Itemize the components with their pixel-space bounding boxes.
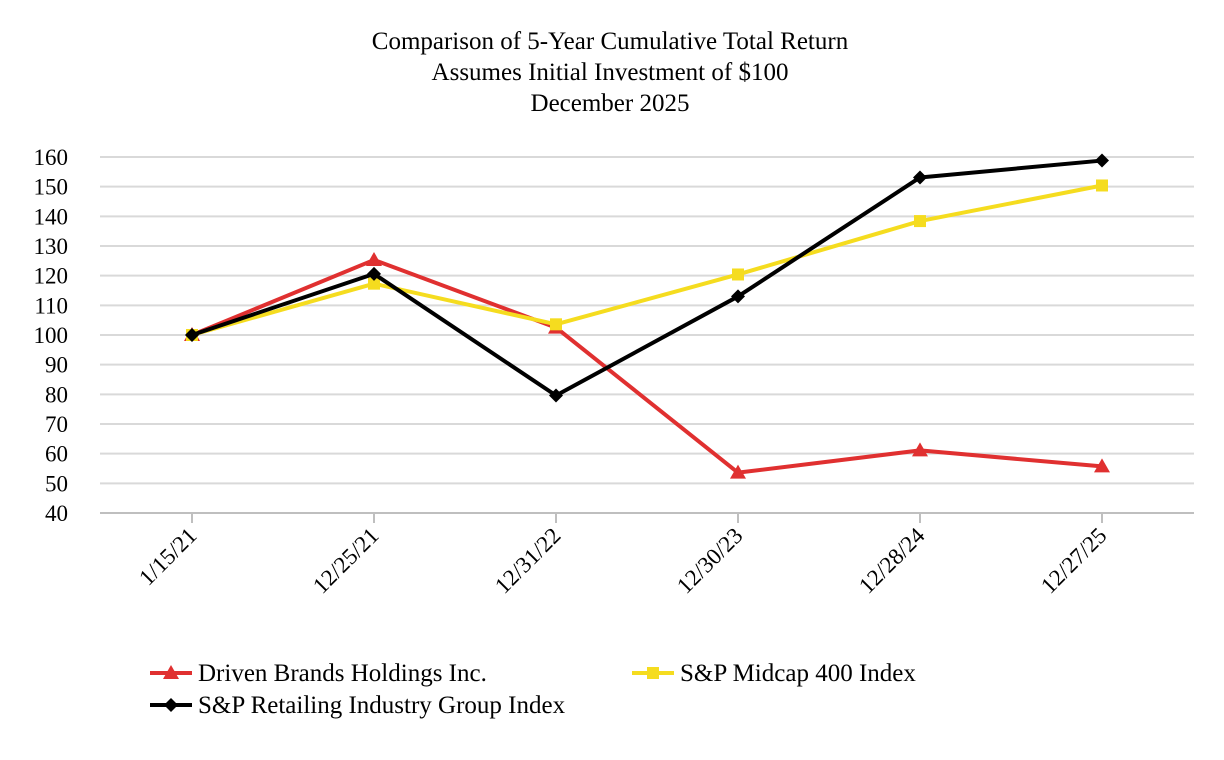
- y-tick-label: 130: [34, 234, 69, 259]
- y-tick-label: 120: [34, 264, 69, 289]
- legend: Driven Brands Holdings Inc. S&P Midcap 40…: [150, 660, 916, 719]
- legend-swatch-marker: [163, 665, 179, 679]
- y-tick-label: 40: [45, 501, 68, 526]
- y-tick-label: 140: [34, 204, 69, 229]
- data-point: [912, 442, 928, 457]
- data-point: [732, 268, 744, 281]
- data-point: [366, 251, 382, 266]
- legend-swatch-marker: [164, 698, 178, 712]
- data-point: [550, 318, 562, 331]
- legend-label: S&P Midcap 400 Index: [680, 660, 916, 687]
- x-tick-label: 12/31/22: [490, 523, 566, 599]
- y-tick-label: 80: [45, 382, 68, 407]
- y-tick-label: 110: [34, 293, 68, 318]
- data-point: [549, 388, 563, 403]
- legend-item: S&P Midcap 400 Index: [632, 660, 916, 687]
- x-tick-label: 12/28/24: [854, 523, 930, 599]
- data-point: [1094, 458, 1110, 473]
- series-line: [191, 158, 1103, 398]
- series-1: [186, 179, 1108, 341]
- x-tick-label: 12/27/25: [1036, 523, 1112, 599]
- x-axis: 1/15/21 12/25/21 12/31/22 12/30/23 12/28/24 1…: [100, 512, 1194, 599]
- chart-date-line: December 2025: [531, 90, 690, 117]
- data-point: [914, 215, 926, 228]
- data-point: [731, 289, 745, 304]
- data-point: [1096, 179, 1108, 192]
- legend-label: S&P Retailing Industry Group Index: [198, 692, 566, 719]
- y-tick-label: 60: [45, 442, 68, 467]
- y-tick-label: 70: [45, 412, 68, 437]
- data-point: [368, 277, 380, 290]
- series-line: [191, 257, 1103, 475]
- y-tick-label: 160: [34, 145, 69, 170]
- y-tick-label: 90: [45, 353, 68, 378]
- x-tick-label: 12/25/21: [308, 523, 384, 599]
- legend-label: Driven Brands Holdings Inc.: [198, 660, 487, 687]
- data-point: [913, 170, 927, 185]
- chart-title-line: Comparison of 5-Year Cumulative Total Re…: [372, 28, 849, 55]
- data-point: [1095, 153, 1109, 168]
- data-point: [185, 328, 199, 342]
- series-line: [191, 183, 1103, 337]
- series-group: [184, 153, 1110, 479]
- y-axis: 40 50 60 70 80 90 100 110 120 130 140 150 160: [34, 145, 69, 526]
- data-point: [730, 464, 746, 479]
- legend-item: Driven Brands Holdings Inc.: [150, 660, 487, 687]
- chart-title: Comparison of 5-Year Cumulative Total Re…: [372, 28, 849, 117]
- series-2: [185, 153, 1109, 403]
- gridlines: [100, 156, 1194, 485]
- chart-subtitle-line: Assumes Initial Investment of $100: [432, 59, 789, 86]
- y-tick-label: 150: [34, 175, 69, 200]
- y-tick-label: 50: [45, 471, 68, 496]
- y-tick-label: 100: [34, 323, 69, 348]
- data-point: [367, 266, 381, 281]
- x-tick-label: 1/15/21: [134, 523, 201, 590]
- legend-swatch-marker: [647, 667, 659, 679]
- legend-item: S&P Retailing Industry Group Index: [150, 692, 566, 719]
- x-tick-label: 12/30/23: [672, 523, 748, 599]
